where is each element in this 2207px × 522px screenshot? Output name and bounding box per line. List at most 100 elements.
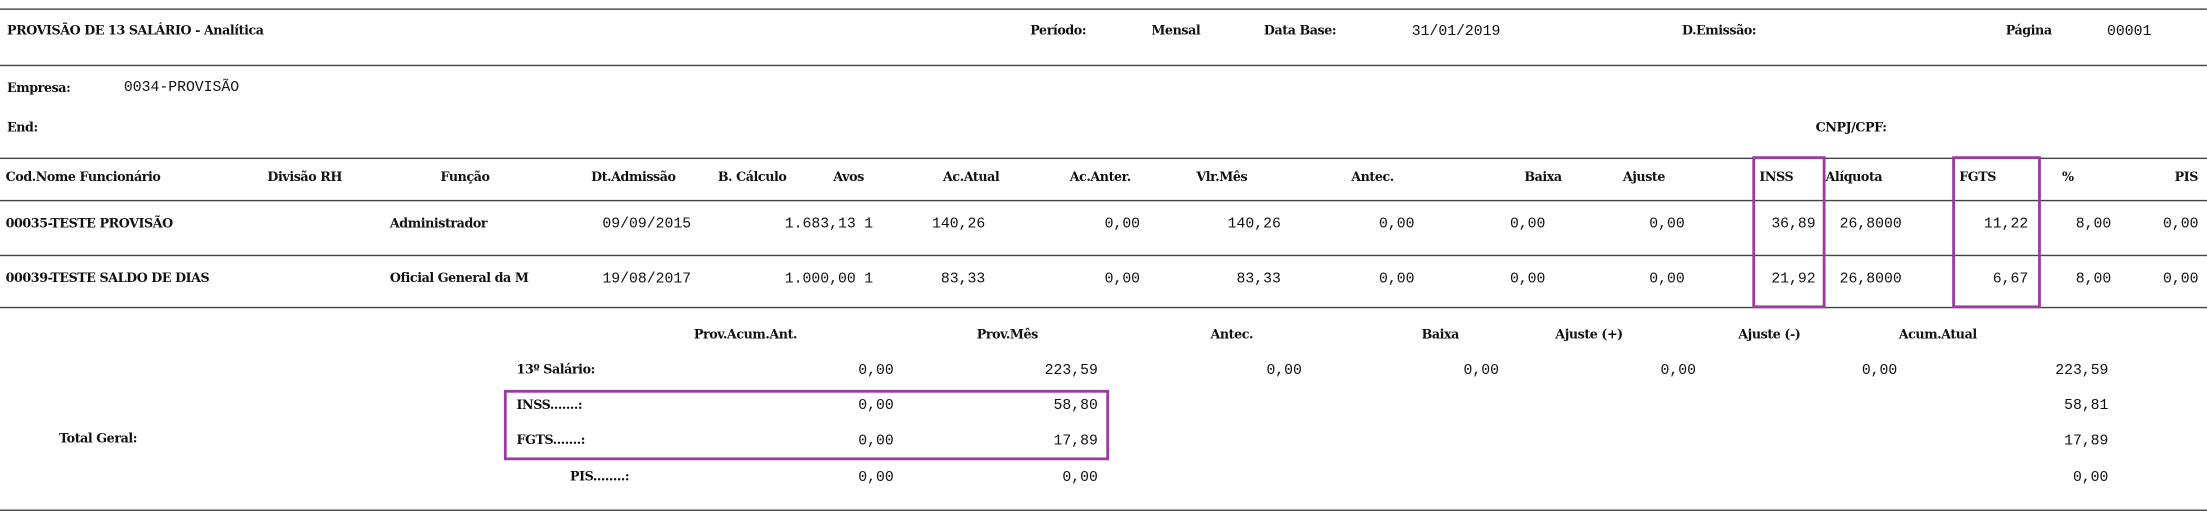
column-header: Função [440, 171, 490, 186]
table-cell: 11,22 [1983, 216, 2029, 234]
summary-label: 13º Salário: [516, 363, 596, 378]
header-field: Mensal [1151, 24, 1201, 39]
table-cell: 1.000,00 [784, 271, 856, 289]
address-label: End: [7, 121, 38, 136]
table-cell: 0,00 [1509, 271, 1546, 289]
table-cell: Administrador [389, 217, 488, 232]
summary-value: 223,59 [2055, 362, 2109, 380]
column-header: Divisão RH [267, 171, 342, 186]
summary-value: 0,00 [1861, 362, 1898, 380]
table-cell: 1 [864, 216, 874, 234]
company-label: Empresa: [7, 82, 71, 97]
column-header: Cod.Nome Funcionário [5, 171, 161, 186]
summary-header: Ajuste (-) [1738, 328, 1801, 343]
summary-value: 0,00 [858, 397, 894, 415]
company-value: 0034-PROVISÃO [123, 79, 240, 97]
table-cell: 83,33 [940, 271, 986, 289]
rule [0, 509, 2207, 511]
table-cell: 8,00 [2075, 216, 2112, 234]
summary-value: 0,00 [2072, 469, 2109, 487]
summary-header: Prov.Acum.Ant. [693, 328, 798, 343]
column-header: B. Cálculo [717, 171, 787, 186]
table-cell: 36,89 [1771, 216, 1816, 234]
table-cell: 0,00 [2163, 271, 2199, 289]
table-cell: 09/09/2015 [602, 216, 692, 234]
column-header: INSS [1759, 171, 1794, 186]
summary-header: Acum.Atual [1898, 328, 1977, 343]
table-cell: 26,8000 [1839, 216, 1902, 234]
summary-header: Ajuste (+) [1555, 328, 1623, 343]
summary-value: 0,00 [1660, 362, 1697, 380]
summary-value: 0,00 [1062, 469, 1098, 487]
table-cell: 0,00 [1104, 271, 1141, 289]
table-cell: Oficial General da M [389, 272, 529, 287]
column-header: Ac.Atual [943, 171, 1000, 186]
summary-header: Antec. [1210, 328, 1254, 343]
summary-value: 58,81 [2064, 397, 2109, 415]
table-cell: 0,00 [1379, 271, 1415, 289]
summary-header: Prov.Mês [976, 328, 1038, 343]
table-cell: 1.683,13 [784, 216, 856, 234]
column-header: Vlr.Mês [1196, 171, 1248, 186]
column-header: Dt.Admissão [591, 171, 676, 186]
table-cell: 0,00 [1509, 216, 1546, 234]
header-field: PROVISÃO DE 13 SALÁRIO - Analítica [7, 24, 264, 39]
table-cell: 8,00 [2075, 271, 2112, 289]
highlight-box [1952, 156, 2041, 309]
header-field: Período: [1030, 24, 1087, 39]
table-cell: 00039-TESTE SALDO DE DIAS [5, 272, 210, 287]
summary-value: 0,00 [858, 362, 894, 380]
table-cell: 21,92 [1771, 271, 1816, 289]
summary-value: 0,00 [1463, 362, 1499, 380]
rule [0, 8, 2207, 10]
table-cell: 0,00 [1649, 216, 1685, 234]
table-cell: 6,67 [1992, 271, 2029, 289]
summary-value: 17,89 [1053, 433, 1098, 451]
table-cell: 83,33 [1236, 271, 1281, 289]
header-field: Página [2005, 24, 2052, 39]
column-header: Ajuste [1622, 171, 1666, 186]
column-header: Baixa [1524, 171, 1562, 186]
table-cell: 19/08/2017 [602, 271, 692, 289]
summary-label: FGTS.......: [516, 434, 586, 449]
header-field: 00001 [2107, 23, 2152, 41]
table-cell: 26,8000 [1839, 271, 1902, 289]
summary-value: 0,00 [858, 469, 894, 487]
summary-label: PIS........: [570, 470, 630, 485]
summary-value: 58,80 [1053, 397, 1098, 415]
table-cell: 00035-TESTE PROVISÃO [5, 217, 174, 232]
cnpj-label: CNPJ/CPF: [1815, 121, 1887, 136]
total-label: Total Geral: [59, 432, 138, 447]
table-cell: 140,26 [1227, 216, 1281, 234]
summary-value: 0,00 [858, 433, 894, 451]
table-cell: 0,00 [1649, 271, 1685, 289]
rule [0, 306, 2207, 309]
rule [0, 254, 2207, 257]
column-header: FGTS [1959, 171, 1996, 186]
header-field: Data Base: [1263, 24, 1337, 39]
header-field: 31/01/2019 [1411, 23, 1501, 41]
highlight-box [1752, 156, 1826, 309]
column-header: PIS [2174, 171, 2199, 186]
column-header: Avos [833, 171, 864, 186]
column-header: % [2061, 171, 2074, 186]
summary-header: Baixa [1421, 328, 1460, 343]
summary-value: 17,89 [2064, 433, 2109, 451]
rule [0, 199, 2207, 202]
summary-value: 0,00 [1266, 362, 1302, 380]
summary-label: INSS.......: [516, 399, 583, 414]
table-cell: 0,00 [1104, 216, 1141, 234]
summary-value: 223,59 [1044, 362, 1098, 380]
table-cell: 1 [864, 271, 874, 289]
header-field: D.Emissão: [1681, 24, 1757, 39]
rule [0, 64, 2207, 67]
table-cell: 0,00 [2163, 216, 2199, 234]
column-header: Alíquota [1825, 171, 1883, 186]
column-header: Antec. [1351, 171, 1394, 186]
table-cell: 140,26 [932, 216, 986, 234]
table-cell: 0,00 [1379, 216, 1415, 234]
rule [0, 157, 2207, 160]
highlight-box [503, 389, 1110, 461]
